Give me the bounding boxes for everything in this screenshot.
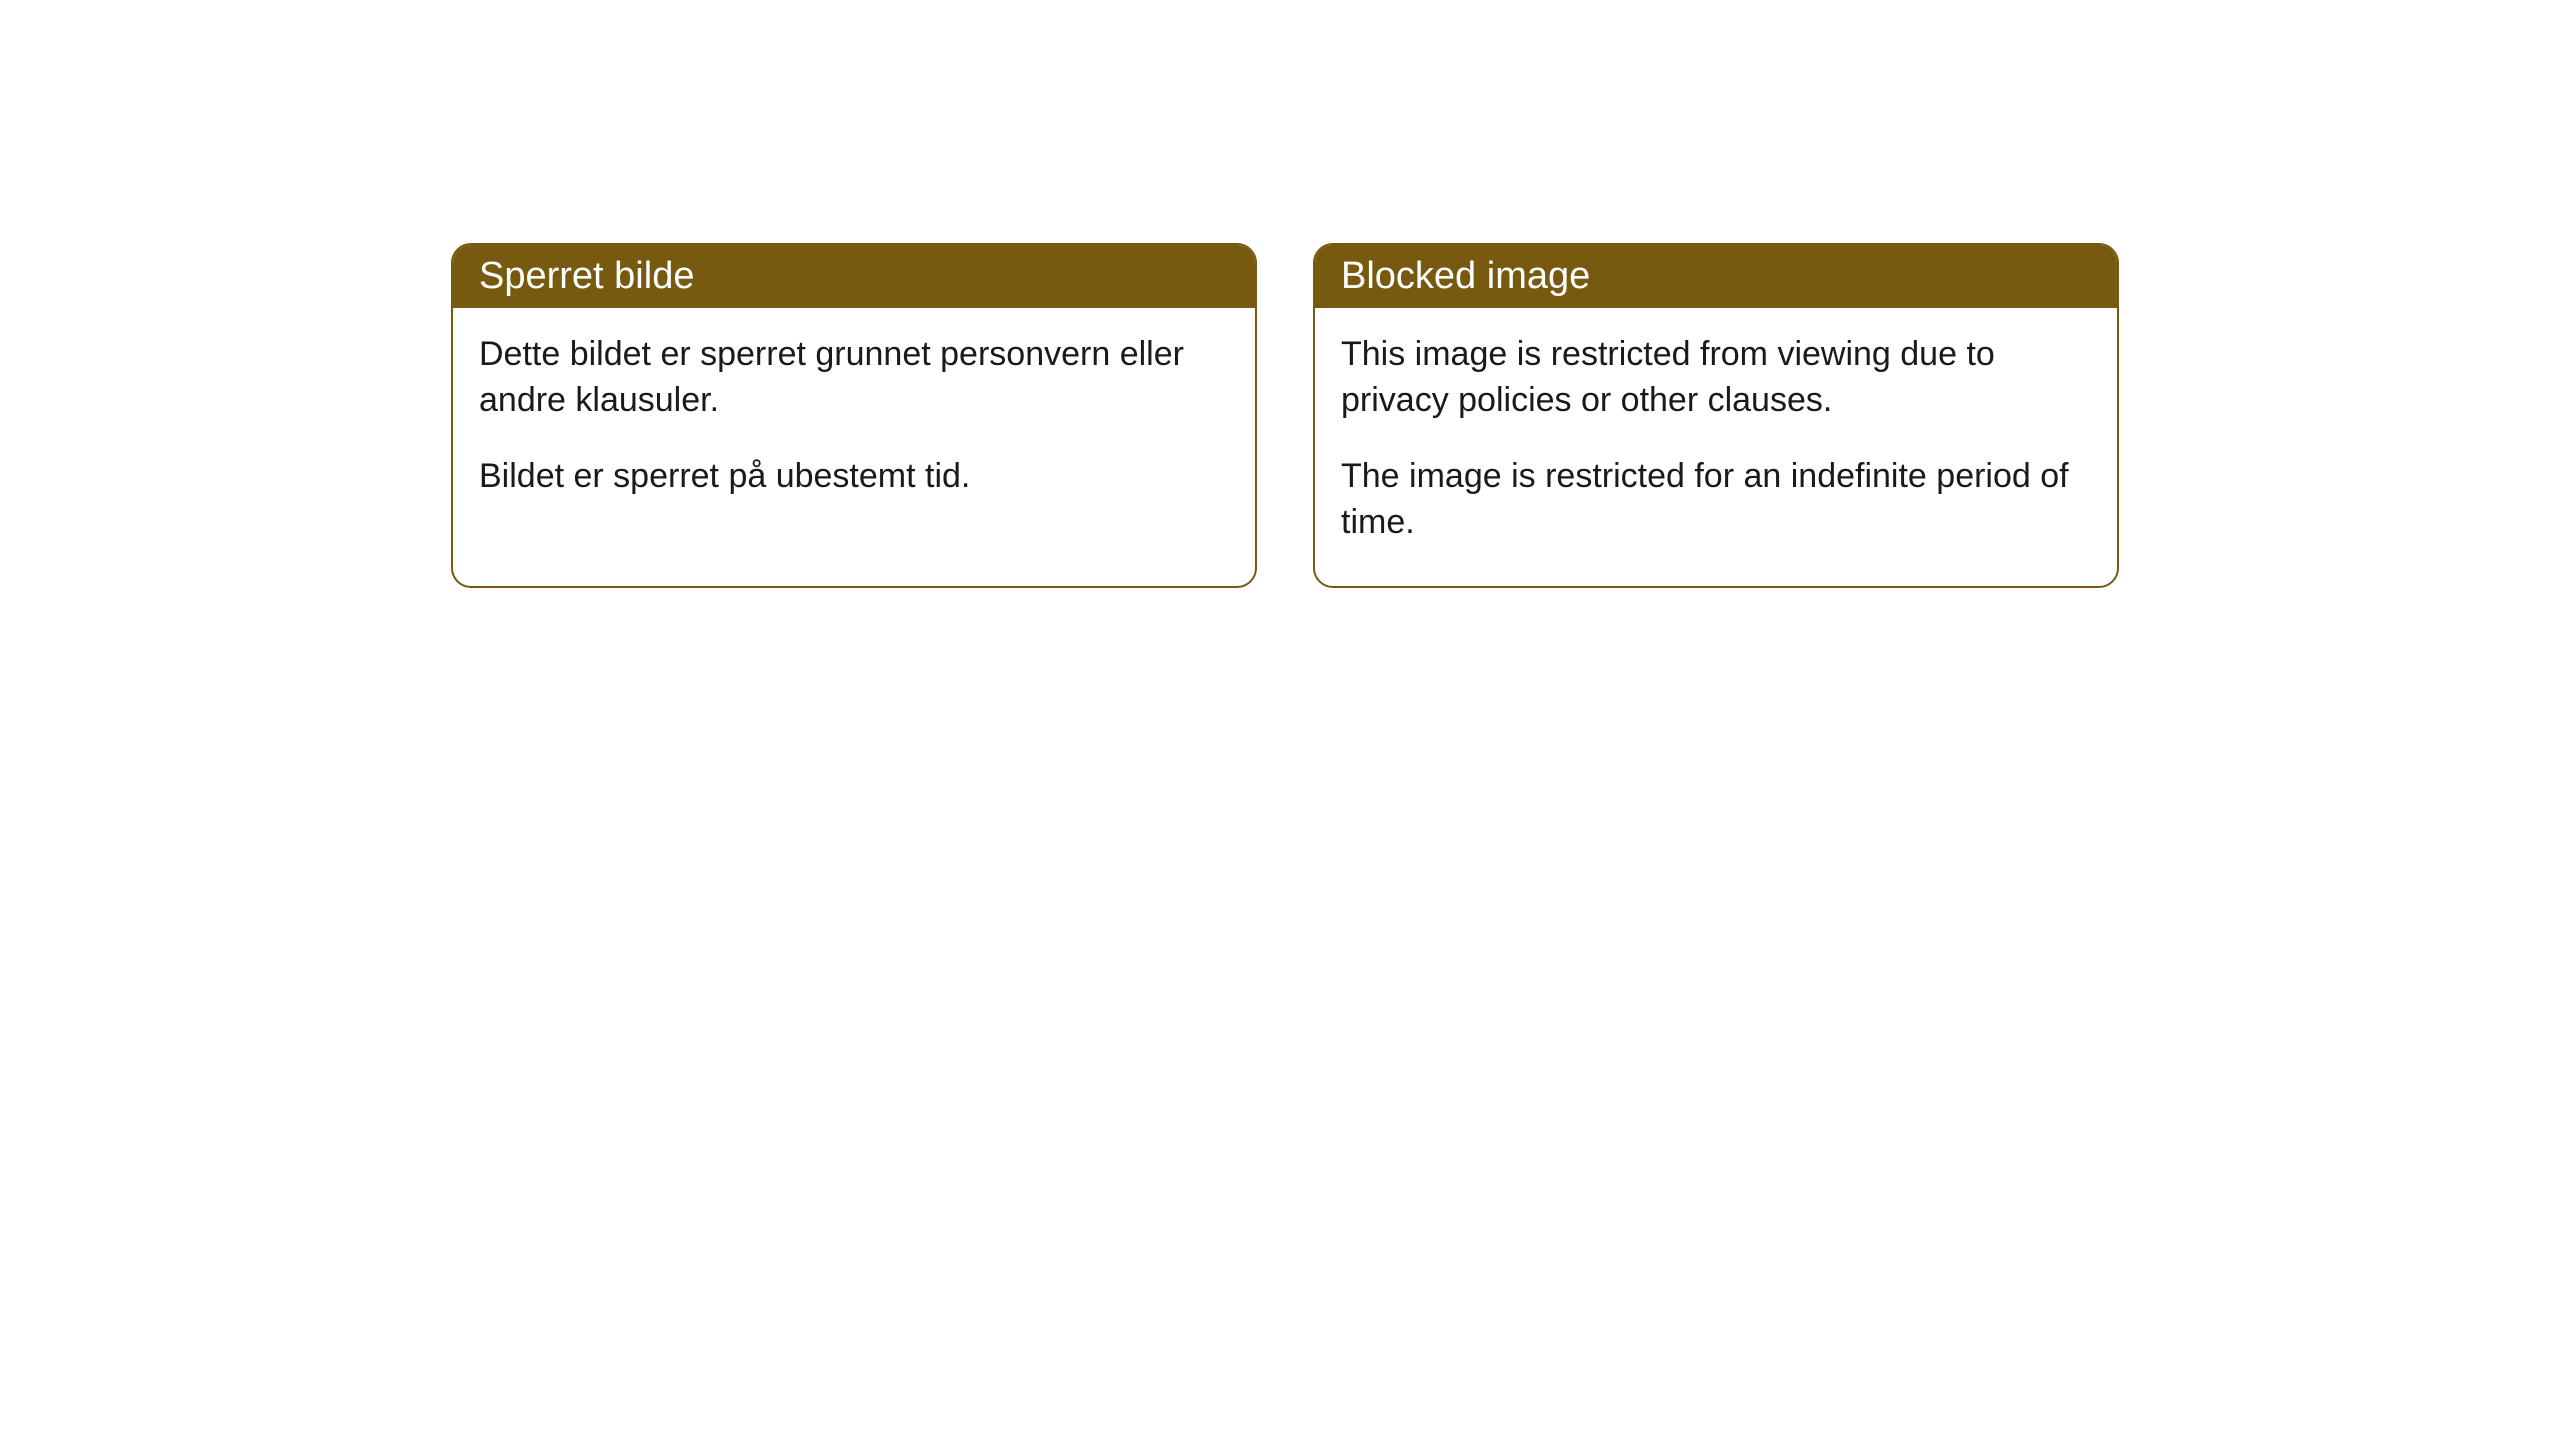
card-paragraph: This image is restricted from viewing du… (1341, 332, 2091, 424)
card-paragraph: Bildet er sperret på ubestemt tid. (479, 454, 1229, 500)
notice-card-english: Blocked image This image is restricted f… (1313, 243, 2119, 588)
card-body: This image is restricted from viewing du… (1315, 308, 2117, 586)
card-header: Sperret bilde (453, 245, 1255, 308)
card-header: Blocked image (1315, 245, 2117, 308)
card-paragraph: Dette bildet er sperret grunnet personve… (479, 332, 1229, 424)
card-body: Dette bildet er sperret grunnet personve… (453, 308, 1255, 540)
notice-card-norwegian: Sperret bilde Dette bildet er sperret gr… (451, 243, 1257, 588)
card-title: Blocked image (1341, 255, 1590, 297)
card-paragraph: The image is restricted for an indefinit… (1341, 454, 2091, 546)
notice-cards-container: Sperret bilde Dette bildet er sperret gr… (0, 0, 2560, 588)
card-title: Sperret bilde (479, 255, 694, 297)
